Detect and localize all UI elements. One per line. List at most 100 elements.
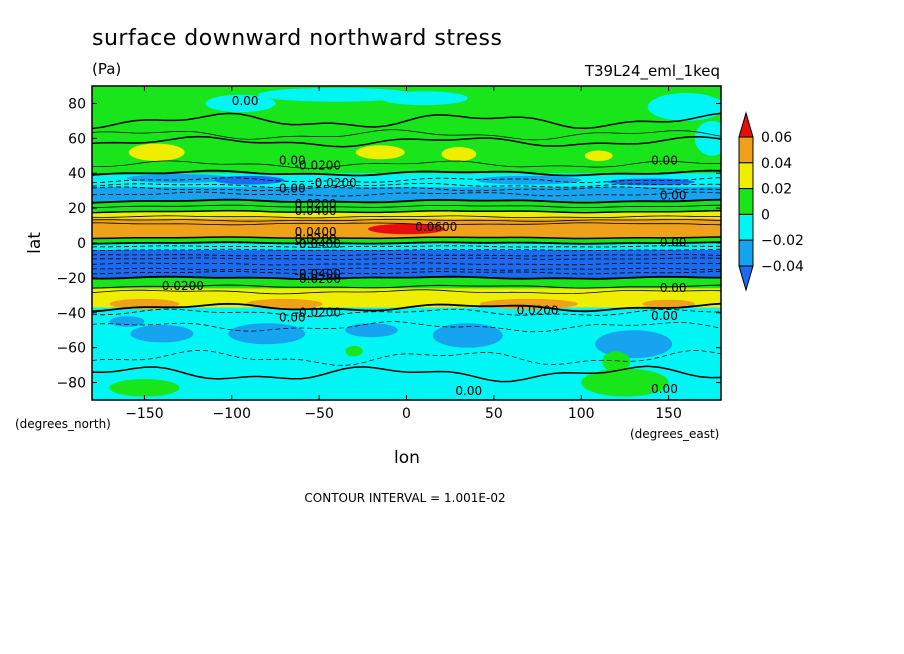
contour-label-10: -0.0400 xyxy=(295,237,341,251)
x-tick-label: 100 xyxy=(568,406,595,422)
chart-title: surface downward northward stress xyxy=(92,26,502,51)
contour-line-10 xyxy=(92,204,721,209)
contour-line-7 xyxy=(92,186,721,192)
contour-line-21 xyxy=(92,262,721,266)
contour-line-24 xyxy=(92,275,721,281)
contour-line-23 xyxy=(92,270,721,275)
colorbar-label: 0.06 xyxy=(761,130,792,146)
colorbar-segment-3 xyxy=(738,213,754,241)
contour-line-29 xyxy=(92,321,721,333)
contour-line-6 xyxy=(92,183,721,188)
band-7 xyxy=(92,237,721,244)
patch-7 xyxy=(441,147,477,162)
contour-line-15 xyxy=(92,236,721,240)
contour-label-0: 0.00 xyxy=(232,94,259,108)
contour-label-13: 0.0200 xyxy=(162,279,204,293)
contour-labels: 0.000.00-0.0200-0.02000.000.02000.04000.… xyxy=(162,94,687,398)
patch-17 xyxy=(642,299,695,309)
y-tick-label: −60 xyxy=(56,341,86,357)
y-tick-label: 40 xyxy=(68,166,86,182)
patch-2 xyxy=(380,91,468,106)
contour-label-23: 0.00 xyxy=(455,384,482,398)
x-axis-label: lon xyxy=(394,448,420,468)
y-units-label: (degrees_north) xyxy=(15,417,111,431)
patch-11 xyxy=(476,175,582,185)
contour-line-11 xyxy=(92,209,721,214)
patch-21 xyxy=(595,330,673,359)
contour-line-14 xyxy=(92,222,721,226)
contour-label-18: 0.00 xyxy=(660,188,687,202)
contour-line-5 xyxy=(92,177,721,184)
x-tick-label: −150 xyxy=(125,406,163,422)
patch-9 xyxy=(126,174,232,183)
contour-label-3: -0.0200 xyxy=(310,176,356,190)
contour-label-16: 0.0200 xyxy=(517,304,559,318)
contour-line-16 xyxy=(92,241,721,245)
contour-line-0 xyxy=(92,112,721,130)
contour-line-31 xyxy=(92,365,721,383)
colorbar-label: −0.04 xyxy=(761,259,804,275)
contour-label-12: -0.0200 xyxy=(295,272,341,286)
y-tick-label: −80 xyxy=(56,376,86,392)
contour-label-19: 0.00 xyxy=(660,235,687,249)
patch-20 xyxy=(432,323,503,348)
colorbar-min-triangle xyxy=(738,265,754,292)
patch-3 xyxy=(647,92,721,121)
patch-22 xyxy=(109,316,145,327)
x-tick-label: 150 xyxy=(655,406,682,422)
contour-label-17: 0.00 xyxy=(651,154,678,168)
contour-label-9: 0.0200 xyxy=(295,232,337,246)
colorbar-segment-4 xyxy=(738,239,754,267)
contour-label-1: 0.00 xyxy=(279,154,306,168)
patch-26 xyxy=(581,368,669,397)
colorbar-segment-2 xyxy=(738,188,754,215)
contour-line-2 xyxy=(92,135,721,148)
patch-19 xyxy=(228,323,306,345)
plot-area: 0.000.00-0.0200-0.02000.000.02000.04000.… xyxy=(92,86,721,400)
x-units-label: (degrees_east) xyxy=(630,427,719,441)
contour-label-14: -0.0200 xyxy=(295,305,341,319)
contour-line-8 xyxy=(92,191,721,197)
patch-8 xyxy=(584,150,613,162)
dataset-label: T39L24_eml_1keq xyxy=(584,62,720,81)
patch-27 xyxy=(602,351,631,373)
colorbar-segment-1 xyxy=(738,162,754,190)
patch-1 xyxy=(205,94,276,113)
patch-4 xyxy=(694,120,721,156)
patch-10 xyxy=(214,175,285,185)
contour-line-19 xyxy=(92,253,721,257)
contour-label-8: 0.0400 xyxy=(295,225,337,239)
colorbar: 0.06 0.04 0.02 0 −0.02 −0.04 xyxy=(738,111,804,292)
contour-label-6: 0.0400 xyxy=(295,204,337,218)
patch-13 xyxy=(368,223,445,235)
contour-line-28 xyxy=(92,308,721,318)
band-10 xyxy=(92,277,721,289)
y-tick-label: 60 xyxy=(68,131,86,147)
x-tick-label: −50 xyxy=(304,406,334,422)
colorbar-max-triangle xyxy=(738,111,754,138)
contour-label-15: 0.00 xyxy=(279,311,306,325)
colorbar-label: 0.04 xyxy=(761,156,792,172)
band-3 xyxy=(92,187,721,202)
colorbar-segment-0 xyxy=(738,136,754,164)
patch-18 xyxy=(130,324,194,343)
patch-24 xyxy=(109,379,180,397)
contour-line-17 xyxy=(92,245,721,248)
y-tick-label: −20 xyxy=(56,271,86,287)
x-tick-label: 50 xyxy=(485,406,503,422)
contour-label-5: 0.0200 xyxy=(295,197,337,211)
units-label: (Pa) xyxy=(92,60,121,78)
patch-0 xyxy=(257,87,416,102)
contour-line-4 xyxy=(92,169,721,177)
contour-line-18 xyxy=(92,248,721,252)
contour-interval-note: CONTOUR INTERVAL = 1.001E-02 xyxy=(304,491,505,505)
band-8 xyxy=(92,243,721,251)
contour-line-3 xyxy=(92,160,721,169)
contour-line-13 xyxy=(92,218,721,222)
x-tick-label: −100 xyxy=(213,406,251,422)
x-tick-label: 0 xyxy=(402,406,411,422)
contour-line-12 xyxy=(92,215,721,219)
patch-6 xyxy=(355,145,405,160)
contour-line-9 xyxy=(92,198,721,204)
colorbar-label: 0 xyxy=(761,207,770,223)
